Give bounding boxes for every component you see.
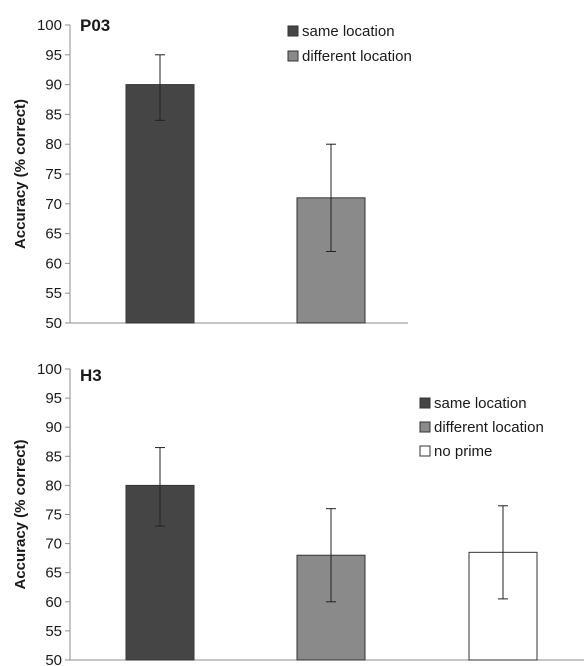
y-tick-label: 65	[45, 565, 62, 582]
legend-label: different location	[434, 419, 544, 436]
legend-label: same location	[434, 395, 527, 412]
legend-swatch	[419, 445, 431, 457]
y-tick-label: 50	[45, 315, 62, 332]
y-tick-label: 75	[45, 507, 62, 524]
y-tick-label: 60	[45, 255, 62, 272]
panel-title: P03	[80, 16, 110, 35]
y-tick-label: 85	[45, 448, 62, 465]
y-tick-label: 95	[45, 390, 62, 407]
y-tick-label: 85	[45, 106, 62, 123]
y-axis-label: Accuracy (% correct)	[12, 99, 29, 249]
legend-swatch	[287, 25, 299, 37]
y-tick-label: 60	[45, 594, 62, 611]
legend-label: different location	[302, 48, 412, 65]
legend-swatch	[287, 50, 299, 62]
y-tick-label: 55	[45, 623, 62, 640]
legend-label: no prime	[434, 443, 492, 460]
chart-panel-1: 50 55 60 65 70 75 80 85 90 95 100 Accuracy (% corre…	[12, 16, 412, 332]
bar-1	[125, 84, 195, 324]
y-tick-label: 70	[45, 536, 62, 553]
y-tick-label: 65	[45, 226, 62, 243]
y-tick-label: 80	[45, 477, 62, 494]
y-tick-label: 100	[37, 361, 62, 378]
y-axis-label: Accuracy (% correct)	[12, 439, 29, 589]
legend-swatch	[419, 421, 431, 433]
y-tick-label: 75	[45, 166, 62, 183]
y-tick-label: 95	[45, 47, 62, 64]
y-tick-label: 90	[45, 77, 62, 94]
y-tick-label: 50	[45, 652, 62, 666]
y-tick-label: 90	[45, 419, 62, 436]
legend-swatch	[419, 397, 431, 409]
y-tick-label: 80	[45, 136, 62, 153]
legend-label: same location	[302, 23, 395, 40]
panel-title: H3	[80, 366, 102, 385]
legend: same location different location no prime	[419, 395, 544, 460]
chart-panel-2: 50 55 60 65 70 75 80 85 90 95 100 Accuracy (% corre…	[12, 361, 584, 666]
y-tick-label: 100	[37, 17, 62, 34]
legend: same location different location	[287, 23, 412, 65]
y-tick-label: 55	[45, 285, 62, 302]
y-tick-label: 70	[45, 196, 62, 213]
